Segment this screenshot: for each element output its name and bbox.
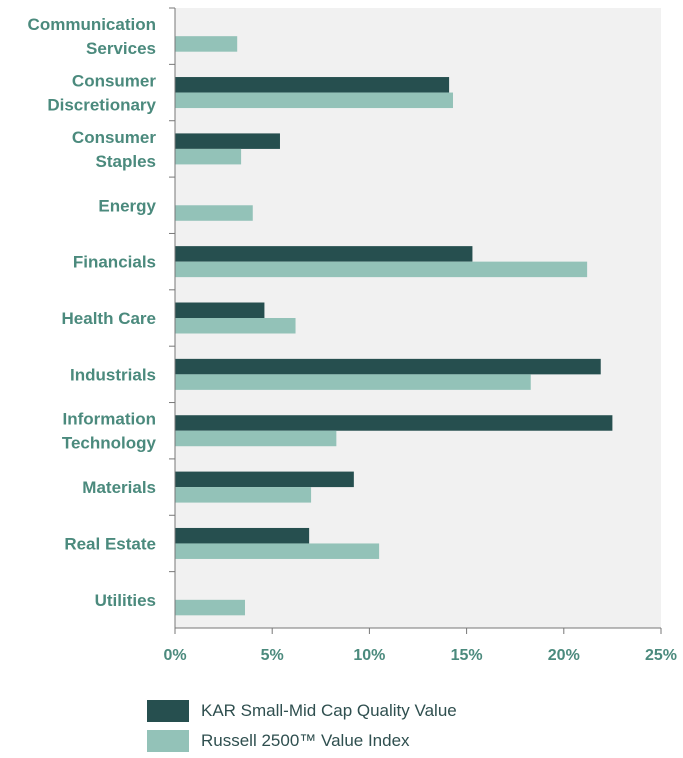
category-label-real-estate: Real Estate [64, 534, 156, 553]
x-tick-label: 10% [353, 647, 385, 664]
x-tick-label: 15% [451, 647, 483, 664]
bar-kar-information-technology [175, 415, 613, 431]
category-label-consumer-staples: Consumer Staples [72, 128, 156, 171]
x-tick-label: 5% [261, 647, 284, 664]
category-label-financials: Financials [73, 253, 156, 272]
category-label-materials: Materials [82, 478, 156, 497]
bar-kar-health-care [175, 302, 265, 318]
bar-kar-materials [175, 471, 354, 488]
bar-russell-utilities [175, 599, 245, 616]
bar-russell-consumer-staples [175, 148, 242, 165]
bar-kar-financials [175, 246, 473, 262]
x-tick-label: 20% [548, 647, 580, 664]
bar-russell-energy [175, 205, 253, 221]
bar-kar-consumer-staples [175, 133, 280, 149]
legend-item-russell: Russell 2500™ Value Index [147, 728, 457, 754]
x-tick-label: 25% [645, 647, 677, 664]
bar-russell-industrials [175, 374, 531, 390]
bar-russell-health-care [175, 318, 296, 334]
category-label-communication-services: Communication Services [28, 15, 156, 58]
category-label-consumer-discretionary: Consumer Discretionary [47, 72, 156, 115]
x-tick-label: 0% [163, 647, 186, 664]
legend: KAR Small-Mid Cap Quality Value Russell … [147, 698, 457, 758]
bar-russell-financials [175, 261, 588, 278]
x-axis: 0% 5% 10% 15% 20% 25% [163, 7, 677, 664]
legend-label-russell: Russell 2500™ Value Index [201, 731, 410, 750]
legend-swatch-russell [147, 730, 189, 752]
bar-russell-communication-services [175, 36, 238, 52]
category-labels: Communication Services Consumer Discretiona… [28, 15, 157, 610]
bar-kar-consumer-discretionary [175, 77, 450, 93]
category-label-health-care: Health Care [62, 309, 156, 328]
legend-label-kar: KAR Small-Mid Cap Quality Value [201, 701, 457, 720]
category-label-utilities: Utilities [95, 591, 156, 610]
bars-group [175, 36, 613, 616]
legend-item-kar: KAR Small-Mid Cap Quality Value [147, 698, 457, 724]
category-label-information-technology: Information Technology [62, 410, 157, 453]
bar-russell-real-estate [175, 543, 380, 559]
bar-russell-information-technology [175, 430, 337, 447]
bar-russell-consumer-discretionary [175, 92, 453, 109]
bar-kar-real-estate [175, 527, 310, 544]
bar-kar-industrials [175, 358, 601, 375]
legend-swatch-kar [147, 700, 189, 722]
bar-russell-materials [175, 487, 312, 503]
bar-chart: Communication Services Consumer Discretiona… [28, 7, 677, 664]
category-label-energy: Energy [98, 196, 156, 215]
category-label-industrials: Industrials [70, 365, 156, 384]
